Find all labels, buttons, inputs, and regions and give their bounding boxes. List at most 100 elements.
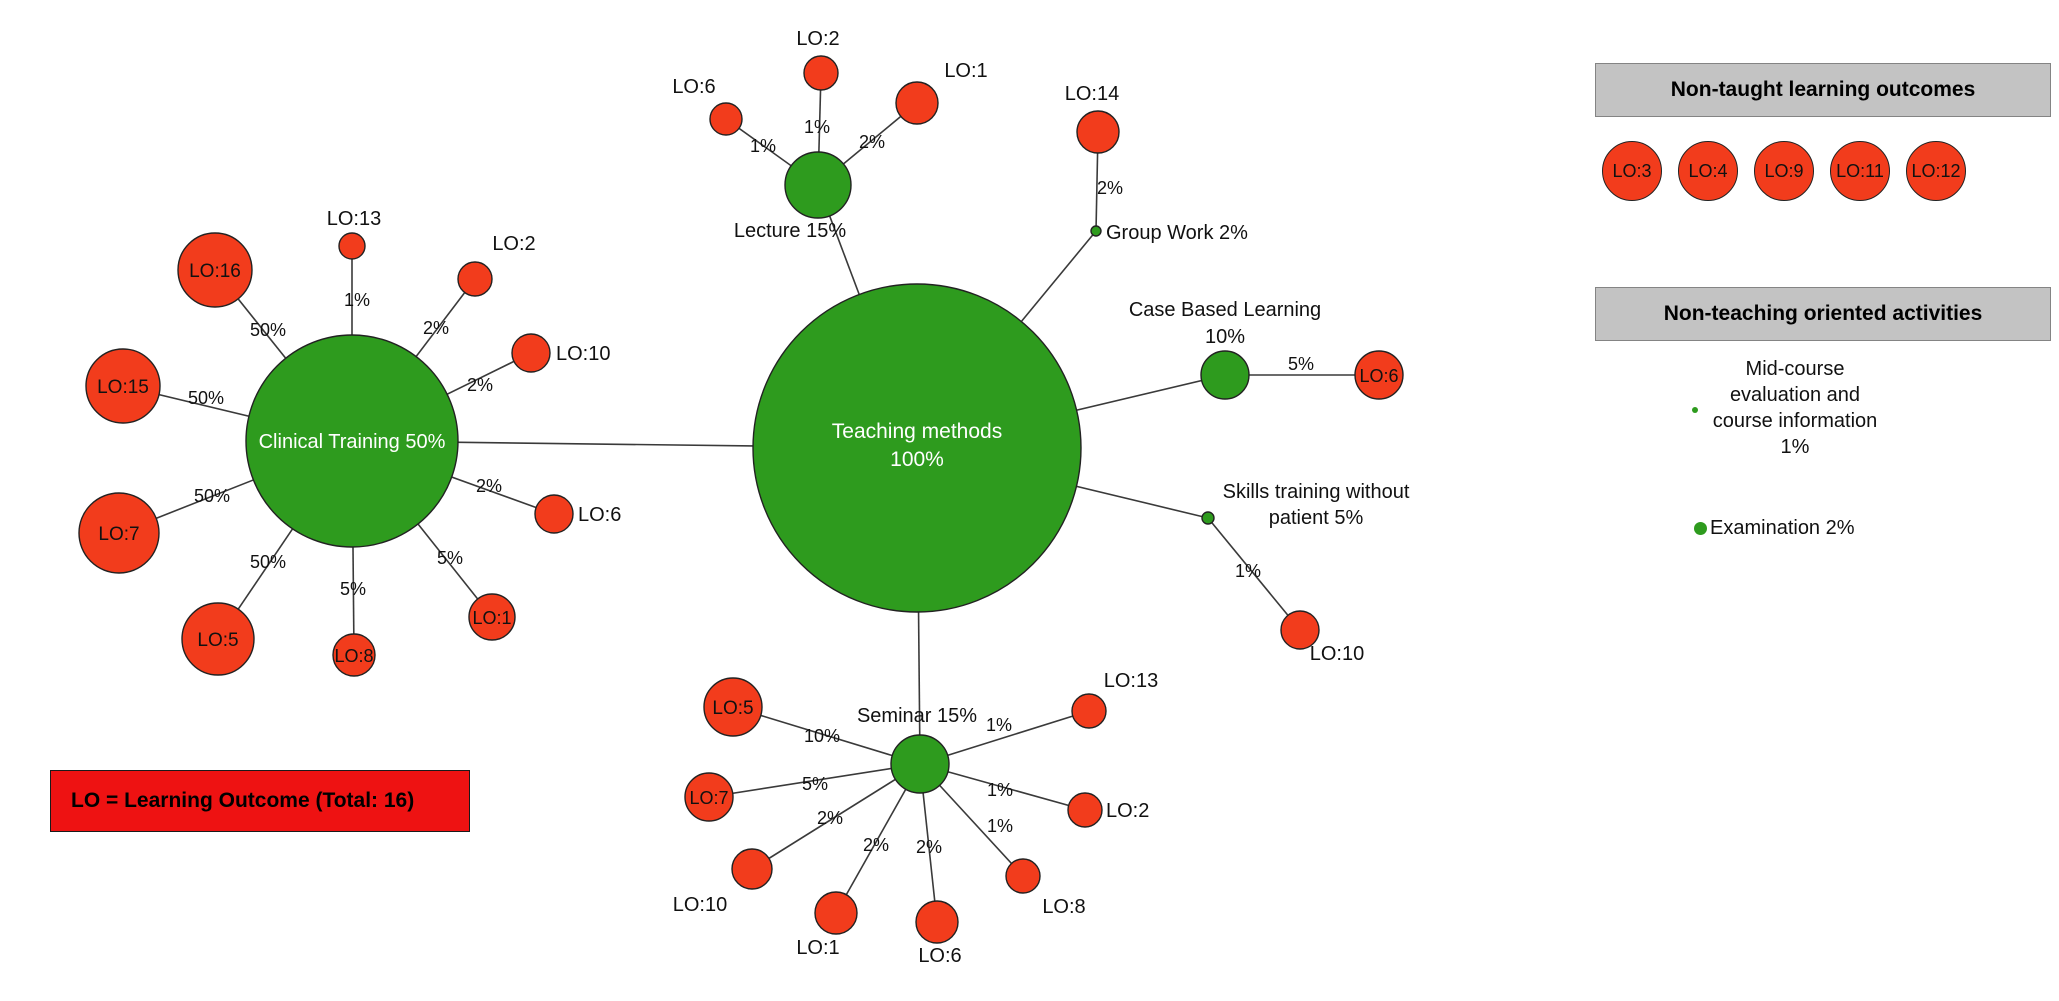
node-sem_lo6: [915, 900, 959, 944]
node-lec_lo1: [895, 81, 939, 125]
node-label-cl_lo6: LO:6: [578, 504, 621, 526]
edge-label-lecture-lec_lo2: 1%: [804, 117, 830, 137]
node-cl_lo1: [468, 593, 516, 641]
examination-item: Examination 2%: [1694, 517, 1855, 540]
panel-header-non-taught: Non-taught learning outcomes: [1595, 63, 2051, 117]
node-sem_lo10: [731, 848, 773, 890]
node-sem_lo7: [684, 772, 734, 822]
node-lecture: [784, 151, 852, 219]
edge-label-seminar-sem_lo2: 1%: [987, 780, 1013, 800]
node-label-lec_lo2: LO:2: [796, 28, 839, 50]
edge-label-seminar-sem_lo8: 1%: [987, 816, 1013, 836]
node-label-sem_lo8: LO:8: [1042, 896, 1085, 918]
node-label-sk_lo10: LO:10: [1310, 643, 1364, 665]
node-label-cl_lo13: LO:13: [327, 208, 381, 230]
node-lec_lo2: [803, 55, 839, 91]
edge-label-clinical-cl_lo10: 2%: [467, 375, 493, 395]
edge-label-clinical-cl_lo15: 50%: [188, 388, 224, 408]
node-cbl_lo6: [1354, 350, 1404, 400]
node-label-cl_lo7: LO:7: [98, 524, 139, 545]
edge-seminar-sem_lo10: [751, 763, 921, 870]
node-cl_lo6: [534, 494, 574, 534]
non-taught-lo-circle: LO:4: [1678, 141, 1738, 201]
node-label-cbl_lo6: LO:6: [1359, 366, 1398, 386]
edge-label-seminar-sem_lo6: 2%: [916, 837, 942, 857]
edge-label-seminar-sem_lo7: 5%: [802, 774, 828, 794]
node-clinical: [245, 334, 459, 548]
node-lec_lo6: [709, 102, 743, 136]
node-label-groupwork: Group Work 2%: [1106, 222, 1248, 244]
edge-label-clinical-cl_lo2: 2%: [423, 318, 449, 338]
node-seminar: [890, 734, 950, 794]
node-cl_lo15: [85, 348, 161, 424]
legend-box: LO = Learning Outcome (Total: 16): [50, 770, 470, 832]
node-label-sem_lo7: LO:7: [689, 788, 728, 808]
node-label-lecture: Lecture 15%: [734, 220, 847, 242]
edge-label-clinical-cl_lo1: 5%: [437, 548, 463, 568]
node-cl_lo10: [511, 333, 551, 373]
node-label-teaching: Teaching methods 100%: [832, 420, 1002, 471]
node-sem_lo1: [814, 891, 858, 935]
edge-label-clinical-cl_lo13: 1%: [344, 290, 370, 310]
node-cl_lo16: [177, 232, 253, 308]
node-label-cl_lo10: LO:10: [556, 343, 610, 365]
node-cl_lo13: [338, 232, 366, 260]
node-gw_lo14: [1076, 110, 1120, 154]
examination-label: Examination 2%: [1710, 517, 1855, 539]
edge-skills-sk_lo10: [1207, 517, 1301, 631]
edge-label-cbl-cbl_lo6: 5%: [1288, 354, 1314, 374]
edge-seminar-sem_lo7: [708, 763, 921, 798]
node-label-sem_lo2: LO:2: [1106, 800, 1149, 822]
edge-label-lecture-lec_lo6: 1%: [750, 136, 776, 156]
node-sem_lo5: [703, 677, 763, 737]
node-cl_lo8: [332, 633, 376, 677]
edge-label-seminar-sem_lo10: 2%: [817, 808, 843, 828]
node-label-sem_lo10: LO:10: [673, 894, 727, 916]
node-label-cbl: Case Based Learning 10%: [1129, 299, 1321, 348]
edge-label-seminar-sem_lo5: 10%: [804, 726, 840, 746]
node-label-lec_lo6: LO:6: [672, 76, 715, 98]
edge-seminar-sem_lo5: [732, 706, 921, 765]
node-label-gw_lo14: LO:14: [1065, 83, 1119, 105]
node-sem_lo13: [1071, 693, 1107, 729]
node-label-sem_lo6: LO:6: [918, 945, 961, 967]
node-cl_lo5: [181, 602, 255, 676]
panel-header-non-teaching: Non-teaching oriented activities: [1595, 287, 2051, 341]
midcourse-dot: [1692, 407, 1698, 413]
node-label-cl_lo8: LO:8: [334, 646, 373, 666]
node-groupwork: [1090, 225, 1102, 237]
node-label-clinical: Clinical Training 50%: [259, 431, 446, 453]
node-label-sem_lo5: LO:5: [712, 698, 753, 719]
edge-label-skills-sk_lo10: 1%: [1235, 561, 1261, 581]
examination-dot: [1694, 522, 1707, 535]
node-cbl: [1200, 350, 1250, 400]
non-taught-lo-circle: LO:12: [1906, 141, 1966, 201]
node-cl_lo2: [457, 261, 493, 297]
midcourse-label: Mid-course evaluation and course informa…: [1712, 358, 1878, 458]
edge-label-clinical-cl_lo16: 50%: [250, 320, 286, 340]
node-sem_lo2: [1067, 792, 1103, 828]
node-label-seminar: Seminar 15%: [857, 705, 977, 727]
node-label-sem_lo1: LO:1: [796, 937, 839, 959]
node-skills: [1201, 511, 1215, 525]
edge-label-clinical-cl_lo6: 2%: [476, 476, 502, 496]
edge-label-seminar-sem_lo13: 1%: [986, 715, 1012, 735]
node-cl_lo7: [78, 492, 160, 574]
edge-label-clinical-cl_lo8: 5%: [340, 579, 366, 599]
node-label-cl_lo16: LO:16: [189, 261, 241, 282]
node-label-cl_lo2: LO:2: [492, 233, 535, 255]
edge-label-clinical-cl_lo7: 50%: [194, 486, 230, 506]
non-taught-outcomes-row: LO:3 LO:4 LO:9 LO:11 LO:12: [1602, 141, 1966, 201]
node-label-skills: Skills training without patient 5%: [1223, 481, 1410, 529]
edge-label-seminar-sem_lo1: 2%: [863, 835, 889, 855]
non-taught-lo-circle: LO:11: [1830, 141, 1890, 201]
node-label-cl_lo15: LO:15: [97, 377, 149, 398]
node-label-sem_lo13: LO:13: [1104, 670, 1158, 692]
node-teaching: [752, 283, 1082, 613]
node-sk_lo10: [1280, 610, 1320, 650]
node-label-lec_lo1: LO:1: [944, 60, 987, 82]
edge-label-clinical-cl_lo5: 50%: [250, 552, 286, 572]
node-label-cl_lo5: LO:5: [197, 630, 238, 651]
